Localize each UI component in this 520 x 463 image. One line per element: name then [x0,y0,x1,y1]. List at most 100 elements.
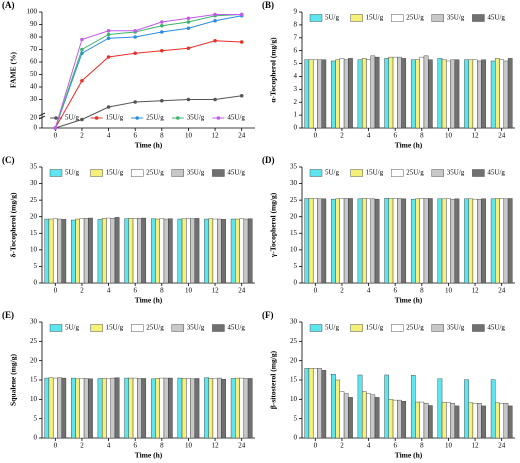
bar [159,377,165,439]
bar [168,377,173,439]
point [53,126,58,130]
panel-label: (A) [2,0,15,10]
bar [388,198,394,284]
point [186,46,191,51]
x-tick-label: 24 [238,287,246,295]
x-tick-label: 24 [238,442,246,450]
line-series [54,40,242,129]
bar [348,198,353,284]
y-tick-label: 80 [30,33,38,41]
bar [401,58,407,129]
x-tick-label: 4 [367,132,371,140]
legend-label: 15U/g [106,114,124,122]
bar [343,198,349,284]
legend-swatch [472,324,485,332]
bar [423,198,429,284]
bar [388,56,394,129]
y-tick-label: 30 [30,318,38,326]
bar [507,58,513,129]
y-tick-label: 20 [290,356,298,364]
bar [357,59,363,129]
legend-swatch [309,324,323,332]
y-tick-label: 10 [290,395,298,403]
bar [339,198,345,284]
point [213,12,217,17]
bar [370,198,376,284]
legend-label: 35U/g [187,324,205,332]
x-tick-label: 4 [107,442,111,450]
y-tick-label: 6 [294,46,298,54]
bar [384,58,389,129]
legend-swatch [350,14,363,22]
bar [392,56,398,129]
bar [419,198,425,284]
legend-swatch [212,169,225,177]
point [239,93,244,98]
x-tick-label: 12 [212,442,220,450]
bar [235,218,240,284]
x-tick-label: 8 [420,132,424,140]
bar [410,375,416,439]
bar [88,378,93,439]
bar [415,401,420,439]
point [106,55,111,59]
y-tick-label: 0 [34,124,38,132]
legend-label: 15U/g [106,169,124,177]
bar [186,378,191,439]
bar [331,60,336,129]
bar [61,219,67,284]
bar [476,60,482,129]
bar [61,377,67,439]
bar [194,218,200,284]
bar [317,198,322,284]
legend-marker [135,116,139,120]
y-tick-label: 25 [290,196,298,204]
legend-swatch [130,169,144,177]
bar [239,218,245,284]
legend-label: 25U/g [146,169,164,177]
point [239,40,244,44]
bar [124,218,129,284]
bar [48,377,54,439]
bar [204,377,209,439]
panel: (A) Time (h) FAME (%) 0 20 30 40 50 60 70 80 90 100 0… [2,0,255,150]
bar [454,59,460,129]
y-tick-label: 25 [30,196,38,204]
bar [221,219,226,284]
bar [212,378,218,439]
bar [321,59,327,129]
bar [495,402,500,439]
x-tick-label: 0 [314,442,318,450]
bar [450,59,456,129]
legend-swatch [49,324,63,332]
bar [361,198,367,284]
bar [503,198,509,284]
bar [239,377,245,439]
legend-label: 25U/g [146,114,164,122]
point [106,36,111,41]
y-tick-label: 2 [294,98,298,106]
line-series [55,95,242,129]
legend-label: 45U/g [227,169,245,177]
bar [472,59,478,129]
bar [335,379,341,439]
x-tick-label: 8 [160,442,164,450]
bar [419,56,425,129]
panel-label: (C) [2,155,15,165]
y-tick-label: 15 [290,229,298,237]
bar [106,378,111,439]
legend-swatch [171,169,185,177]
x-tick-label: 0 [54,442,58,450]
bar [468,402,474,439]
legend-swatch [350,324,363,332]
y-tick-label: 0 [294,124,298,132]
legend-marker [54,116,58,120]
x-axis-label: Time (h) [135,451,163,460]
bar [114,377,120,439]
bar [415,198,420,284]
bar [481,198,486,284]
bar [454,198,460,284]
x-tick-label: 4 [367,442,371,450]
legend-label: 5U/g [65,114,80,122]
